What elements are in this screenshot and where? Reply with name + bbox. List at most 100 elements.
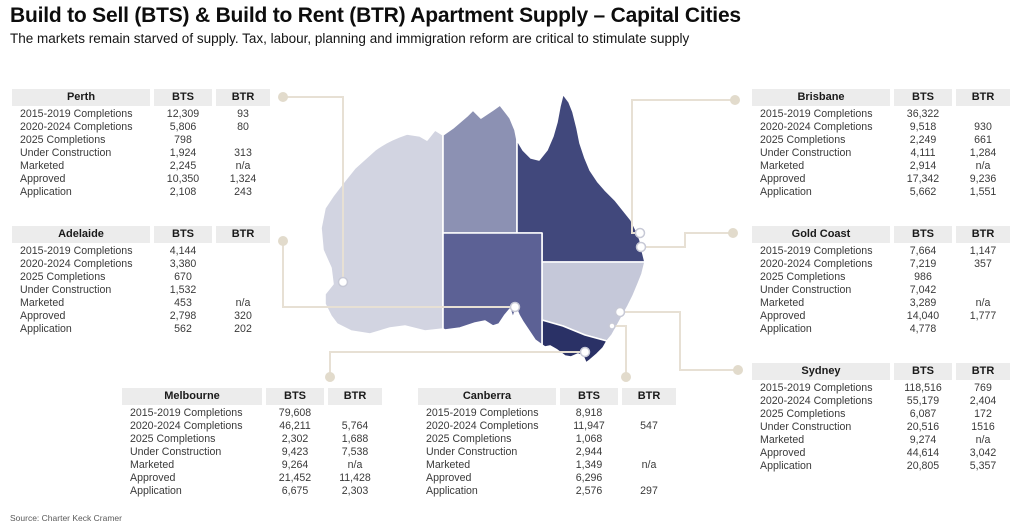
table-col-bts: BTS: [894, 226, 952, 243]
leader-brisbane: [631, 99, 735, 234]
row-label: Under Construction: [760, 284, 852, 297]
btr-value: 80: [237, 121, 249, 134]
btr-value: 1,777: [969, 309, 997, 322]
row-label: Under Construction: [426, 446, 518, 459]
source-note: Source: Charter Keck Cramer: [10, 513, 122, 523]
row-label: Approved: [20, 309, 66, 322]
table-sydney: Sydney BTS BTR 2015-2019 Completions 118,516…: [752, 363, 1010, 472]
btr-value: 202: [234, 322, 252, 335]
row-label: 2020-2024 Completions: [426, 420, 539, 433]
table-city-header: Canberra: [418, 388, 556, 405]
state-northern-territory: [442, 104, 518, 234]
leader-canberra: [612, 325, 627, 377]
bts-value: 9,264: [281, 459, 309, 471]
table-row: Marketed 2,914 n/a: [752, 160, 1010, 173]
row-label: Marketed: [760, 434, 805, 446]
leader-end-dots: [278, 92, 743, 382]
bts-value: 6,296: [575, 471, 603, 484]
table-row: Marketed 453 n/a: [12, 297, 270, 310]
row-label: 2025 Completions: [760, 271, 846, 284]
row-label: 2025 Completions: [130, 433, 216, 446]
bts-value: 1,532: [169, 284, 197, 297]
bts-value: 3,289: [909, 297, 937, 309]
city-marker-sydney: [614, 306, 626, 318]
leader-gold-coast: [641, 232, 733, 248]
row-label: 2015-2019 Completions: [760, 382, 873, 395]
table-body: 2015-2019 Completions 7,664 1,147 2020-2024…: [752, 245, 1010, 335]
row-label: Under Construction: [20, 284, 112, 297]
row-label: 2015-2019 Completions: [760, 108, 873, 121]
bts-value: 2,914: [909, 160, 937, 172]
btr-value: 930: [974, 121, 992, 134]
table-row: Under Construction 7,042: [752, 284, 1010, 297]
btr-value: 1,147: [969, 245, 997, 258]
bts-value: 17,342: [906, 172, 940, 185]
table-row: 2020-2024 Completions 9,518 930: [752, 121, 1010, 134]
btr-value: 1516: [971, 421, 995, 434]
btr-value: 1,284: [969, 147, 997, 160]
table-row: 2015-2019 Completions 36,322: [752, 108, 1010, 121]
row-label: 2020-2024 Completions: [760, 258, 873, 271]
table-row: Application 6,675 2,303: [122, 484, 382, 497]
table-row: 2020-2024 Completions 46,211 5,764: [122, 420, 382, 433]
btr-value: 1,324: [229, 172, 257, 185]
table-row: 2015-2019 Completions 4,144: [12, 245, 270, 258]
bts-value: 11,947: [573, 420, 605, 433]
table-row: Application 20,805 5,357: [752, 459, 1010, 472]
btr-value: 313: [234, 147, 252, 160]
table-col-btr: BTR: [216, 226, 270, 243]
row-label: 2025 Completions: [20, 271, 106, 284]
row-label: 2020-2024 Completions: [130, 420, 243, 433]
table-canberra: Canberra BTS BTR 2015-2019 Completions 8,918…: [418, 388, 676, 497]
table-city-header: Melbourne: [122, 388, 262, 405]
table-col-btr: BTR: [956, 363, 1010, 380]
bts-value: 9,518: [909, 121, 937, 134]
city-marker-canberra: [608, 322, 616, 330]
btr-value: 11,428: [339, 471, 371, 484]
table-col-bts: BTS: [560, 388, 618, 405]
btr-value: 547: [640, 420, 658, 433]
table-city-header: Brisbane: [752, 89, 890, 106]
row-label: Marketed: [426, 459, 471, 471]
btr-value: n/a: [975, 160, 991, 172]
bts-value: 7,219: [909, 258, 937, 271]
bts-value: 453: [174, 297, 192, 309]
table-row: Approved 14,040 1,777: [752, 309, 1010, 322]
end-dot-sydney: [733, 365, 743, 375]
table-col-bts: BTS: [154, 226, 212, 243]
row-label: Approved: [760, 446, 806, 459]
table-header: Gold Coast BTS BTR: [752, 226, 1010, 243]
table-row: 2025 Completions 2,249 661: [752, 134, 1010, 147]
bts-value: 20,805: [906, 459, 940, 472]
table-row: Under Construction 20,516 1516: [752, 421, 1010, 434]
table-brisbane: Brisbane BTS BTR 2015-2019 Completions 36,32…: [752, 89, 1010, 198]
bts-value: 46,211: [279, 420, 311, 433]
row-label: Application: [130, 484, 182, 497]
city-marker-brisbane: [634, 227, 646, 239]
table-col-bts: BTS: [154, 89, 212, 106]
bts-value: 2,245: [169, 160, 197, 172]
end-dot-canberra: [621, 372, 631, 382]
bts-value: 4,778: [909, 322, 937, 335]
table-row: 2020-2024 Completions 5,806 80: [12, 121, 270, 134]
bts-value: 55,179: [906, 395, 940, 408]
table-gold-coast: Gold Coast BTS BTR 2015-2019 Completions 7,6…: [752, 226, 1010, 335]
table-col-btr: BTR: [328, 388, 382, 405]
row-label: Application: [426, 484, 478, 497]
btr-value: 172: [974, 408, 992, 421]
page-title: Build to Sell (BTS) & Build to Rent (BTR…: [10, 4, 741, 27]
state-south-australia: [442, 232, 543, 346]
table-row: Approved 2,798 320: [12, 309, 270, 322]
bts-value: 6,087: [909, 408, 937, 421]
bts-value: 986: [914, 271, 932, 284]
row-label: Application: [20, 322, 72, 335]
table-row: Under Construction 4,111 1,284: [752, 147, 1010, 160]
table-row: Marketed 2,245 n/a: [12, 160, 270, 173]
row-label: 2025 Completions: [760, 134, 846, 147]
btr-value: n/a: [975, 297, 991, 309]
table-melbourne: Melbourne BTS BTR 2015-2019 Completions 79,6…: [122, 388, 382, 497]
btr-value: 9,236: [969, 172, 997, 185]
bts-value: 562: [174, 322, 192, 335]
bts-value: 4,144: [169, 245, 197, 258]
row-label: Application: [760, 322, 812, 335]
